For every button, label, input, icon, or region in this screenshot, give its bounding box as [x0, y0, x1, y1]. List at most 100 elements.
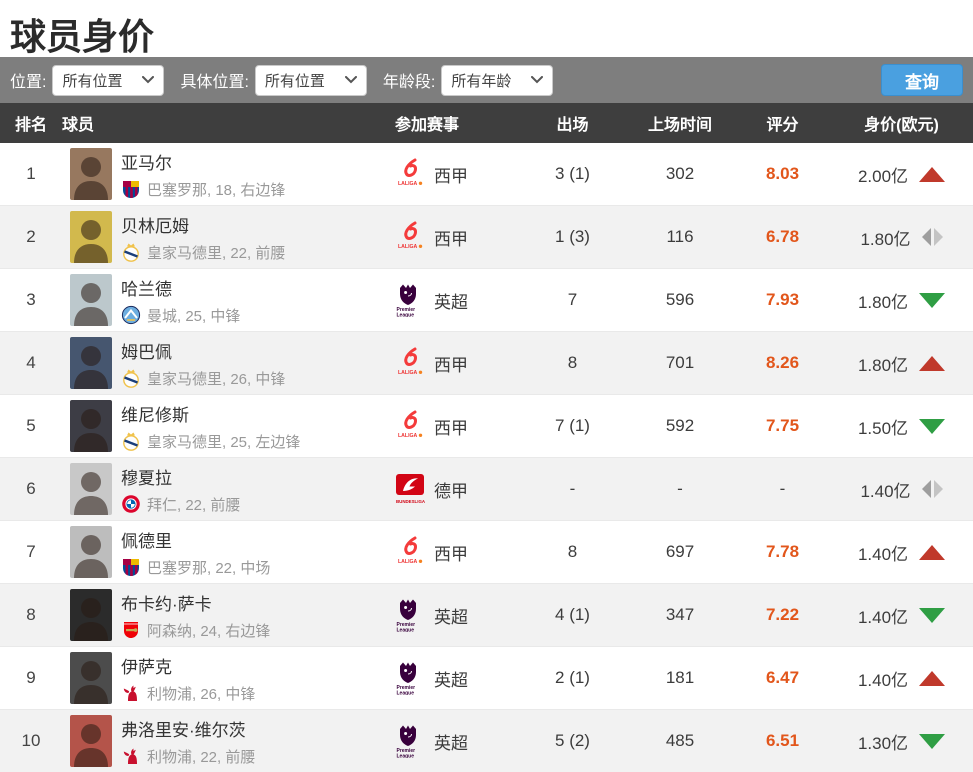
svg-text:LALIGA: LALIGA	[398, 244, 418, 250]
appearances-cell: 4 (1)	[555, 605, 590, 624]
league-logo-icon: LALIGA	[395, 535, 425, 569]
position-select[interactable]: 所有位置	[52, 64, 165, 96]
rank-cell: 9	[26, 668, 36, 687]
rating-cell: -	[779, 479, 786, 498]
value-text: 1.80亿	[860, 229, 911, 249]
rating-cell: 7.93	[765, 290, 800, 309]
rating-cell: 8.03	[765, 164, 800, 183]
age-group-select[interactable]: 所有年龄	[441, 64, 554, 96]
player-name[interactable]: 伊萨克	[121, 657, 172, 677]
player-name[interactable]: 弗洛里安·维尔茨	[121, 720, 246, 740]
svg-text:LALIGA: LALIGA	[398, 370, 418, 376]
query-button[interactable]: 查询	[881, 64, 963, 96]
rank-cell: 10	[21, 731, 41, 750]
league-logo-icon: LALIGA	[395, 157, 425, 191]
player-name[interactable]: 哈兰德	[121, 279, 172, 299]
rating-cell: 6.78	[765, 227, 800, 246]
appearances-cell: 7	[567, 290, 578, 309]
minutes-cell: 347	[665, 605, 695, 624]
club-badge-icon	[121, 557, 141, 577]
svg-text:LALIGA: LALIGA	[398, 559, 418, 565]
header-market-value: 身价(欧元)	[864, 117, 939, 134]
league-name: 西甲	[434, 544, 468, 564]
value-text: 1.40亿	[860, 481, 911, 501]
club-badge-icon	[121, 305, 141, 325]
league-name: 西甲	[434, 166, 468, 186]
svg-text:Premier: Premier	[397, 622, 416, 628]
minutes-cell: 485	[665, 731, 695, 750]
header-rank: 排名	[14, 117, 47, 134]
minutes-cell: 116	[666, 227, 694, 246]
league-logo-icon: LALIGA	[395, 220, 425, 254]
rating-cell: 7.78	[765, 542, 800, 561]
league-name: 西甲	[434, 229, 468, 249]
player-name[interactable]: 亚马尔	[121, 153, 172, 173]
player-name[interactable]: 贝林厄姆	[121, 216, 189, 236]
table-body: 1 亚马尔 巴塞罗那, 18, 右边锋 LALIGA 西甲 3 (1) 302 …	[0, 143, 973, 772]
svg-text:League: League	[397, 691, 415, 696]
player-photo	[70, 337, 112, 389]
player-name[interactable]: 穆夏拉	[121, 468, 172, 488]
rating-cell: 8.26	[765, 353, 800, 372]
league-name: 西甲	[434, 418, 468, 438]
trend-up-icon	[919, 544, 946, 560]
club-badge-icon	[121, 179, 141, 199]
svg-text:LALIGA: LALIGA	[398, 181, 418, 187]
player-photo	[70, 463, 112, 515]
svg-text:BUNDESLIGA: BUNDESLIGA	[396, 499, 425, 504]
minutes-cell: 596	[665, 290, 695, 309]
chevron-down-icon	[344, 76, 357, 84]
rank-cell: 4	[26, 353, 36, 372]
league-name: 英超	[434, 733, 468, 753]
appearances-cell: 3 (1)	[555, 164, 590, 183]
table-header-row: 排名 球员 参加赛事 出场 上场时间 评分 身价(欧元)	[0, 103, 973, 143]
minutes-cell: 302	[665, 164, 695, 183]
player-name[interactable]: 姆巴佩	[121, 342, 172, 362]
rating-cell: 7.75	[765, 416, 800, 435]
player-name[interactable]: 佩德里	[121, 531, 172, 551]
player-name[interactable]: 布卡约·萨卡	[121, 594, 212, 614]
table-row[interactable]: 10 弗洛里安·维尔茨 利物浦, 22, 前腰 Premier League 英超…	[0, 710, 973, 772]
value-text: 1.40亿	[857, 670, 909, 690]
value-text: 2.00亿	[857, 166, 909, 186]
header-rating: 评分	[766, 117, 799, 134]
trend-up-icon	[919, 166, 946, 182]
minutes-cell: 181	[665, 668, 695, 687]
league-name: 英超	[434, 670, 468, 690]
table-row[interactable]: 2 贝林厄姆 皇家马德里, 22, 前腰 LALIGA 西甲 1 (3) 116…	[0, 206, 973, 269]
rank-cell: 1	[26, 164, 36, 183]
appearances-cell: -	[569, 479, 576, 498]
table-row[interactable]: 6 穆夏拉 拜仁, 22, 前腰 BUNDESLIGA 德甲 - - - 1.4…	[0, 458, 973, 521]
table-row[interactable]: 3 哈兰德 曼城, 25, 中锋 Premier League 英超 7 596 …	[0, 269, 973, 332]
svg-text:Premier: Premier	[397, 748, 416, 754]
league-logo-icon: Premier League	[395, 598, 425, 632]
table-row[interactable]: 7 佩德里 巴塞罗那, 22, 中场 LALIGA 西甲 8 697 7.78 …	[0, 521, 973, 584]
league-logo-icon: BUNDESLIGA	[395, 472, 425, 506]
trend-down-icon	[919, 607, 946, 623]
table-row[interactable]: 5 维尼修斯 皇家马德里, 25, 左边锋 LALIGA 西甲 7 (1) 59…	[0, 395, 973, 458]
club-info: 皇家马德里, 26, 中锋	[147, 370, 286, 388]
rank-cell: 6	[26, 479, 36, 498]
league-logo-icon: Premier League	[395, 724, 425, 758]
club-info: 巴塞罗那, 18, 右边锋	[147, 181, 286, 199]
player-photo	[70, 526, 112, 578]
svg-text:Premier: Premier	[397, 307, 416, 313]
table-row[interactable]: 8 布卡约·萨卡 阿森纳, 24, 右边锋 Premier League 英超 4…	[0, 584, 973, 647]
trend-up-icon	[919, 355, 946, 371]
table-row[interactable]: 9 伊萨克 利物浦, 26, 中锋 Premier League 英超 2 (1)…	[0, 647, 973, 710]
trend-flat-icon	[921, 480, 943, 498]
appearances-cell: 8	[567, 542, 578, 561]
header-appearances: 出场	[556, 117, 589, 134]
table-row[interactable]: 1 亚马尔 巴塞罗那, 18, 右边锋 LALIGA 西甲 3 (1) 302 …	[0, 143, 973, 206]
appearances-cell: 1 (3)	[555, 227, 590, 246]
club-badge-icon	[121, 620, 141, 640]
table-row[interactable]: 4 姆巴佩 皇家马德里, 26, 中锋 LALIGA 西甲 8 701 8.26…	[0, 332, 973, 395]
specific-position-select[interactable]: 所有位置	[254, 64, 367, 96]
league-logo-icon: LALIGA	[395, 409, 425, 443]
club-info: 阿森纳, 24, 右边锋	[147, 622, 271, 640]
svg-text:Premier: Premier	[397, 685, 416, 691]
appearances-cell: 2 (1)	[555, 668, 590, 687]
player-name[interactable]: 维尼修斯	[121, 405, 189, 425]
value-text: 1.80亿	[857, 355, 909, 375]
